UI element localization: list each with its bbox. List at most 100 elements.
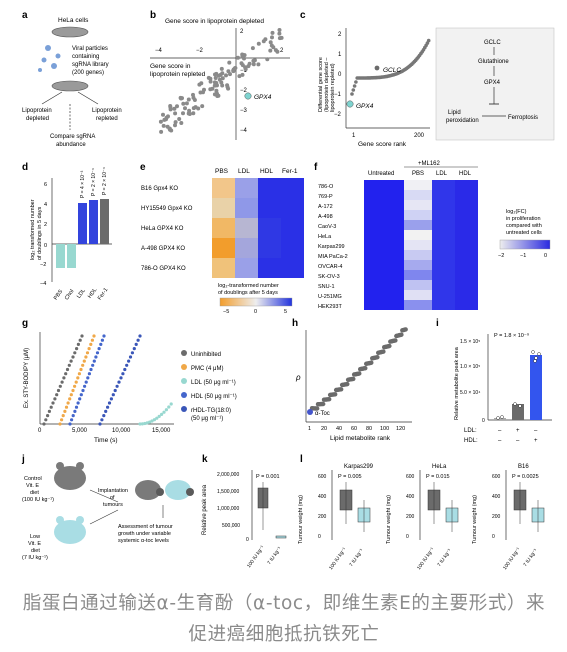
- scatter-point: [250, 46, 255, 51]
- curve-point: [60, 380, 64, 384]
- curve-point: [85, 351, 90, 355]
- legend-label: rHDL-TG(18:0): [191, 408, 231, 414]
- scatter-point: [251, 62, 256, 67]
- panel-letter-i: i: [436, 318, 439, 329]
- bar-control: [494, 418, 506, 420]
- y-tick: 600: [492, 474, 501, 480]
- subpanel-title: Karpas299: [344, 464, 374, 470]
- scatter-point: [186, 97, 191, 102]
- panel-letter-k: k: [202, 454, 208, 465]
- scatter-point: [159, 129, 164, 134]
- scatter-point: [208, 79, 213, 84]
- curve-point: [78, 397, 82, 401]
- scatter-point: [269, 43, 274, 48]
- legend-tick: −1: [520, 253, 526, 259]
- curve-point: [125, 363, 129, 367]
- figure-caption: 脂蛋白通过输送α-生育酚（α-toc，即维生素E的主要形式）来促进癌细胞抵抗铁死…: [22, 593, 546, 645]
- curve-point: [123, 367, 127, 372]
- y-tick: 400: [318, 494, 327, 500]
- curve-point: [150, 419, 154, 423]
- scatter-point: [232, 66, 237, 71]
- box-low: [275, 535, 287, 539]
- scatter-point: [178, 95, 183, 100]
- scatter-point: [206, 75, 211, 80]
- scatter-point: [224, 73, 228, 78]
- scatter-point: [242, 53, 247, 58]
- row-label: MIA PaCa-2: [318, 254, 348, 260]
- y-tick: −4: [40, 281, 46, 287]
- scatter-point: [220, 76, 225, 81]
- y-tick: 0: [318, 534, 321, 540]
- heatmap-cell: [432, 190, 455, 200]
- l-pvalue: P = 0.0025: [512, 474, 539, 480]
- curve-point: [71, 355, 75, 359]
- pathway-node: GCLC: [484, 40, 501, 46]
- legend-marker: [181, 378, 187, 384]
- curve-point: [127, 359, 131, 363]
- arrow: [89, 489, 119, 503]
- legend-marker: [181, 406, 187, 412]
- heatmap-cell: [455, 190, 478, 200]
- implant-label: Implantation of tumours: [98, 488, 130, 508]
- scatter-point: [261, 39, 266, 44]
- curve-point: [160, 412, 164, 416]
- x-tick: −2: [196, 48, 204, 54]
- heatmap-cell: [404, 230, 432, 240]
- l-ylabel: Tumour weight (mg): [472, 495, 478, 544]
- curve-point: [164, 408, 168, 412]
- x-tick: 80: [366, 426, 372, 432]
- scatter-point: [173, 111, 178, 116]
- curve-point: [102, 414, 106, 418]
- row-label: HY15549 Gpx4 KO: [141, 206, 193, 212]
- curve-point: [56, 388, 61, 393]
- x-tick: 7 IU kg⁻¹: [266, 546, 283, 566]
- scatter-point: [219, 66, 224, 71]
- panel-f: f +ML162 Untreated PBS LDL HDL 786-O 769-…: [314, 161, 551, 310]
- curve-point: [90, 338, 94, 342]
- control-label: Control Vit. E diet (100 IU kg⁻¹): [22, 476, 54, 503]
- scatter-points: [158, 28, 284, 134]
- curve-point: [148, 420, 152, 424]
- curve-point: [106, 405, 110, 409]
- scatter-point: [277, 28, 282, 32]
- i-pvalue: P = 1.8 × 10⁻⁹: [494, 332, 529, 339]
- curve-point: [81, 388, 85, 393]
- x-tick: 2: [280, 48, 284, 54]
- rank-point: [399, 332, 404, 337]
- scatter-point: [268, 40, 273, 45]
- curve-point: [130, 351, 134, 355]
- kinetic-curves: [42, 334, 173, 426]
- panel-c: c 2 1 0 −1 −2 1 200 Gene score rank Diff…: [300, 10, 555, 148]
- heatmap-cell: [235, 238, 258, 258]
- y-tick: 2,000,000: [217, 472, 239, 478]
- x-tick: 1: [308, 426, 311, 432]
- row-label: CaoV-3: [318, 224, 336, 230]
- curve-point: [92, 334, 96, 338]
- curve-point: [92, 359, 96, 363]
- bar-hdl: [530, 355, 542, 420]
- x-tick: 1: [352, 133, 356, 139]
- x-tick: HDL: [87, 287, 98, 299]
- legend-label: Uninhibited: [191, 352, 221, 358]
- heatmap-cell: [455, 290, 478, 300]
- curve-point: [167, 405, 171, 409]
- scatter-point: [213, 72, 217, 77]
- curve-point: [61, 414, 65, 418]
- legend-tick: 0: [544, 253, 547, 259]
- x-tick: 20: [321, 426, 327, 432]
- legend-tick: −2: [498, 253, 504, 259]
- y-tick: −3: [240, 108, 248, 114]
- legend-label: PMC (4 μM): [191, 366, 223, 372]
- scatter-point: [161, 123, 166, 128]
- curve-point: [58, 422, 62, 426]
- heatmap-cell: [455, 260, 478, 270]
- curve-point: [100, 418, 104, 422]
- scatter-point: [158, 119, 163, 124]
- heatmap-cell: [364, 190, 404, 200]
- scatter-point: [270, 30, 275, 35]
- rank-point: [381, 349, 386, 354]
- curve-point: [60, 418, 64, 422]
- panel-letter-b: b: [150, 10, 156, 21]
- rank-point: [339, 387, 344, 392]
- y-tick: 0: [492, 534, 495, 540]
